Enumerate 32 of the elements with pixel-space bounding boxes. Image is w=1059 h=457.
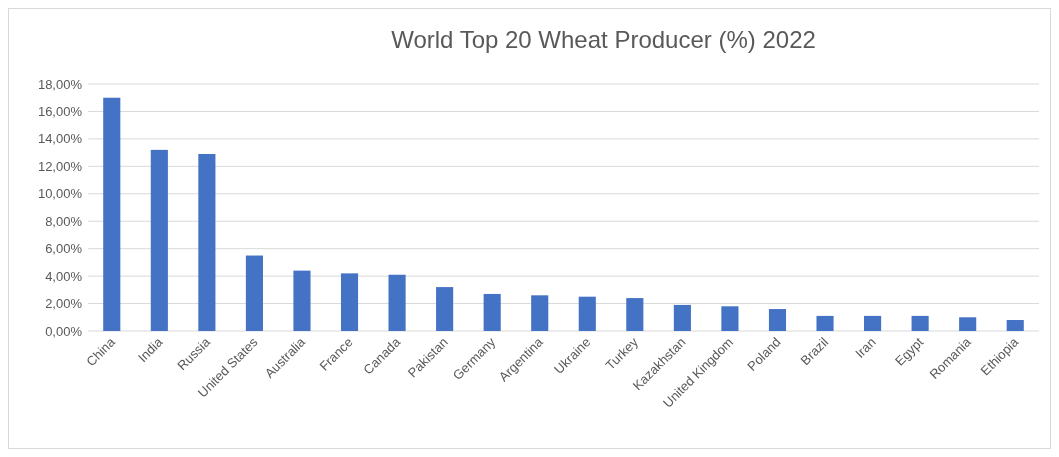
bar — [816, 315, 834, 331]
bar — [768, 309, 787, 331]
bar — [626, 298, 644, 331]
chart-title: World Top 20 Wheat Producer (%) 2022 — [391, 26, 816, 53]
bar — [864, 315, 882, 331]
y-tick-label: 14,00% — [37, 131, 83, 147]
bar — [150, 149, 168, 331]
bar — [1006, 320, 1024, 331]
bar — [436, 287, 454, 331]
bar — [531, 295, 549, 331]
bar — [293, 270, 311, 331]
bar — [388, 274, 406, 331]
y-tick-label: 6,00% — [45, 241, 83, 257]
y-tick-label: 16,00% — [37, 103, 83, 119]
bar — [578, 296, 596, 331]
y-tick-label: 12,00% — [37, 158, 83, 174]
y-tick-label: 18,00% — [37, 76, 83, 92]
y-tick-label: 2,00% — [45, 296, 83, 312]
bar — [483, 293, 501, 331]
x-tick-label: Iran — [852, 334, 879, 361]
bar — [340, 273, 359, 331]
y-tick-label: 0,00% — [45, 323, 83, 339]
bar — [198, 153, 216, 331]
y-tick-label: 4,00% — [45, 268, 83, 284]
bar — [911, 315, 929, 331]
bar — [245, 255, 263, 331]
bar — [673, 304, 691, 331]
bar — [103, 97, 121, 331]
y-tick-label: 8,00% — [45, 213, 83, 229]
y-tick-label: 10,00% — [37, 186, 83, 202]
bar — [959, 317, 977, 331]
bar — [721, 306, 739, 331]
